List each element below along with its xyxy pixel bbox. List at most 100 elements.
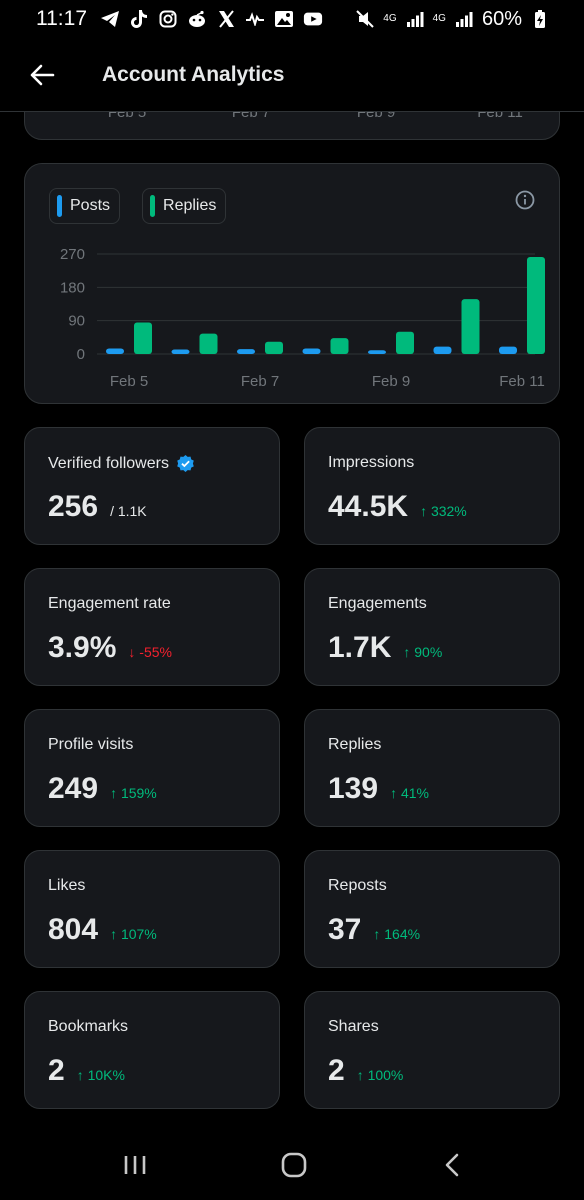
stat-change: ↑ 90% xyxy=(403,644,443,660)
stat-change: ↑ 107% xyxy=(110,926,157,942)
info-icon[interactable] xyxy=(513,188,537,212)
gallery-icon xyxy=(274,9,294,29)
stat-value: 44.5K xyxy=(328,490,409,523)
instagram-icon xyxy=(158,9,178,29)
stat-label: Bookmarks xyxy=(48,1018,129,1035)
network-4g-label: 4G xyxy=(383,13,397,24)
stat-value: 3.9% xyxy=(48,631,117,664)
status-time: 11:17 xyxy=(36,7,87,30)
chart-legend: Posts Replies xyxy=(49,188,227,224)
bar-posts xyxy=(368,350,386,354)
battery-percent: 60% xyxy=(481,7,522,30)
bar-replies xyxy=(527,256,545,354)
stat-change: ↑ 41% xyxy=(390,785,429,801)
stat-card-engagements[interactable]: Engagements 1.7K ↑ 90% xyxy=(304,568,560,686)
legend-replies[interactable]: Replies xyxy=(142,188,227,224)
stat-label: Likes xyxy=(48,877,86,894)
app-header: Account Analytics xyxy=(0,38,584,112)
stat-label: Reposts xyxy=(328,877,387,894)
stat-label: Verified followers xyxy=(48,454,169,472)
home-button[interactable] xyxy=(274,1145,314,1185)
y-tick-label: 180 xyxy=(60,279,85,296)
legend-label: Posts xyxy=(70,197,111,214)
bar-posts xyxy=(433,346,452,354)
stat-change: ↑ 332% xyxy=(420,503,467,519)
nav-back-button[interactable] xyxy=(432,1145,472,1185)
bar-replies xyxy=(330,338,349,354)
bar-replies xyxy=(461,299,480,354)
signal-icon xyxy=(405,9,425,29)
bar-replies xyxy=(134,322,152,354)
stat-label: Replies xyxy=(328,736,382,753)
stat-card-shares[interactable]: Shares 2 ↑ 100% xyxy=(304,991,560,1109)
y-tick-label: 270 xyxy=(60,246,85,263)
stat-card-engagement-rate[interactable]: Engagement rate 3.9% ↓ -55% xyxy=(24,568,280,686)
stat-change: ↑ 100% xyxy=(356,1067,404,1083)
verified-badge-icon xyxy=(176,454,195,473)
stat-label: Engagement rate xyxy=(48,595,171,612)
back-button[interactable] xyxy=(22,55,62,95)
reddit-icon xyxy=(187,9,207,29)
stat-change: ↓ -55% xyxy=(128,644,172,660)
legend-label: Replies xyxy=(163,197,217,214)
legend-swatch-posts xyxy=(57,195,62,217)
back-icon xyxy=(445,1153,459,1177)
stat-label: Engagements xyxy=(328,595,427,612)
bar-replies xyxy=(199,333,218,354)
mute-icon xyxy=(355,9,375,29)
x-tick-label: Feb 11 xyxy=(499,373,545,390)
home-icon xyxy=(281,1152,306,1178)
stat-card-reposts[interactable]: Reposts 37 ↑ 164% xyxy=(304,850,560,968)
battery-charging-icon xyxy=(530,9,550,29)
telegram-icon xyxy=(100,9,120,29)
x-tick-label: Feb 7 xyxy=(241,373,279,390)
stat-change: ↑ 10K% xyxy=(76,1067,125,1083)
page-title: Account Analytics xyxy=(102,62,285,86)
stat-value: 1.7K xyxy=(328,631,392,664)
stat-change: ↑ 159% xyxy=(110,785,157,801)
stat-change: ↑ 164% xyxy=(373,926,421,942)
x-tick-label: Feb 5 xyxy=(110,373,148,390)
stat-value: 256 xyxy=(48,490,99,523)
stat-value: 139 xyxy=(328,772,379,805)
bar-posts xyxy=(106,348,124,354)
recents-button[interactable] xyxy=(115,1145,155,1185)
stat-card-bookmarks[interactable]: Bookmarks 2 ↑ 10K% xyxy=(24,991,280,1109)
stat-value: 804 xyxy=(48,913,99,946)
bar-posts xyxy=(302,348,321,354)
stat-card-verified-followers[interactable]: Verified followers 256 / 1.1K xyxy=(24,427,280,545)
bar-replies xyxy=(265,341,283,354)
bar-posts xyxy=(171,349,190,354)
activity-icon xyxy=(245,9,265,29)
y-tick-label: 90 xyxy=(68,313,85,330)
arrow-left-icon xyxy=(30,64,55,85)
stat-value: 2 xyxy=(328,1054,345,1087)
signal-icon-2 xyxy=(454,9,474,29)
stat-total: / 1.1K xyxy=(110,503,147,519)
bar-replies xyxy=(396,331,414,354)
x-icon xyxy=(216,9,236,29)
stat-card-profile-visits[interactable]: Profile visits 249 ↑ 159% xyxy=(24,709,280,827)
bar-posts xyxy=(499,346,517,354)
legend-posts[interactable]: Posts xyxy=(49,188,121,224)
stat-label: Shares xyxy=(328,1018,379,1035)
posts-replies-chart-card: Posts Replies 0 90 180 270 Feb 5 Feb 7 Feb 9 Fe… xyxy=(24,163,560,404)
status-bar: 11:17 4G 4G xyxy=(0,0,584,38)
y-tick-label: 0 xyxy=(77,346,85,363)
stat-card-likes[interactable]: Likes 804 ↑ 107% xyxy=(24,850,280,968)
stat-label: Impressions xyxy=(328,454,415,471)
stat-card-impressions[interactable]: Impressions 44.5K ↑ 332% xyxy=(304,427,560,545)
x-tick-label: Feb 9 xyxy=(372,373,410,390)
network-4g-label-2: 4G xyxy=(432,13,446,24)
legend-swatch-replies xyxy=(150,195,156,217)
stat-value: 249 xyxy=(48,772,99,805)
stat-card-replies[interactable]: Replies 139 ↑ 41% xyxy=(304,709,560,827)
stat-label: Profile visits xyxy=(48,736,134,753)
recents-icon xyxy=(124,1156,146,1174)
youtube-icon xyxy=(303,9,323,29)
bar-posts xyxy=(237,349,255,354)
stat-value: 2 xyxy=(48,1054,65,1087)
bar-chart: 0 90 180 270 Feb 5 Feb 7 Feb 9 Feb 11 xyxy=(60,246,545,390)
system-nav-bar xyxy=(0,1130,584,1200)
tiktok-icon xyxy=(129,9,149,29)
